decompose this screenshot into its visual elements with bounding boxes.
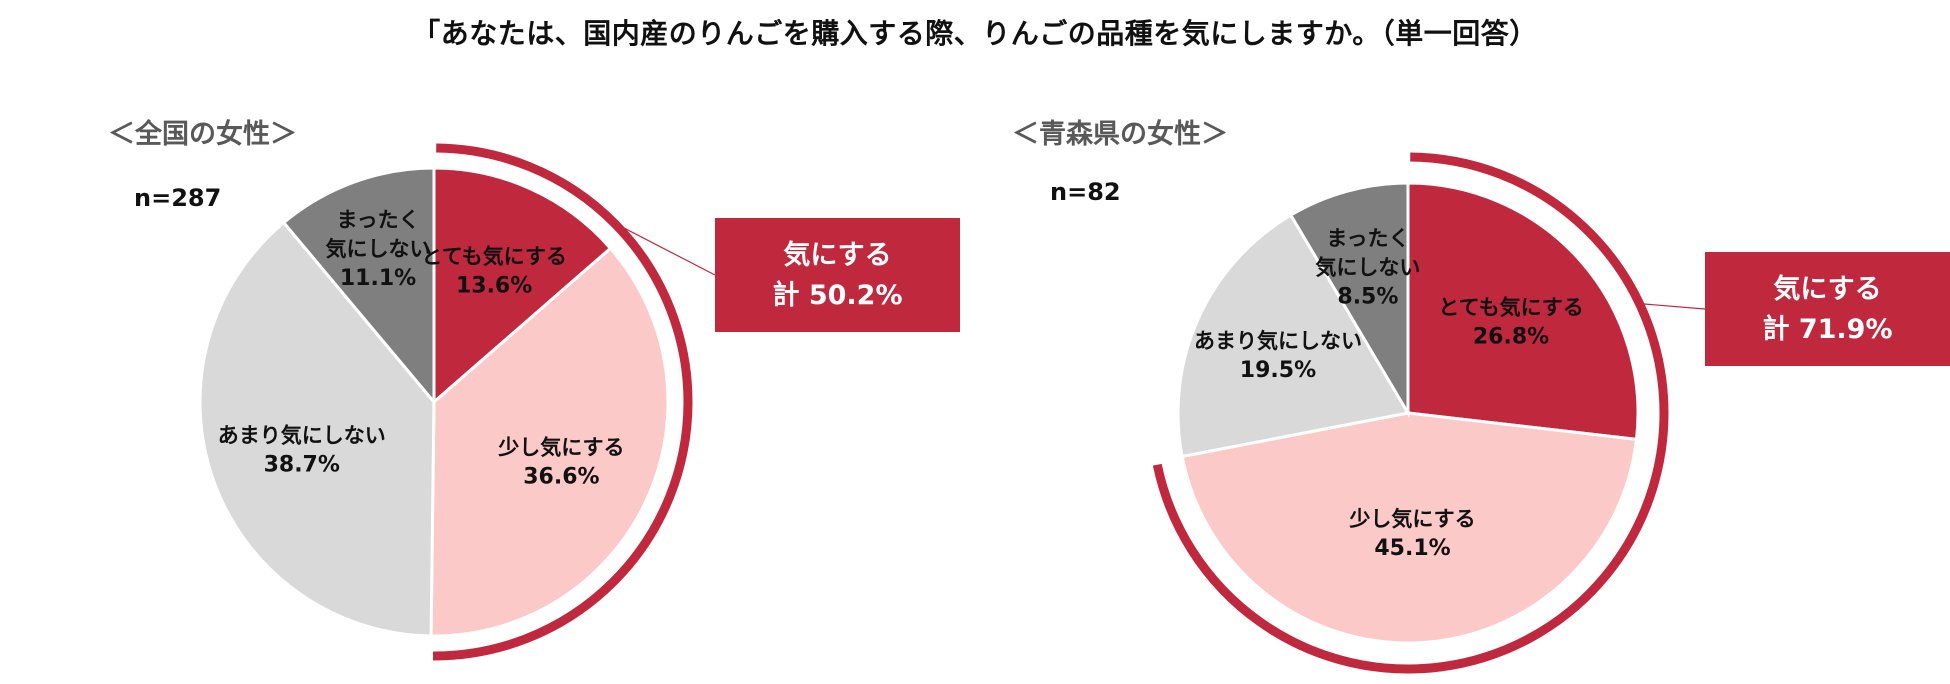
slice-label-1-none: まったく xyxy=(1326,227,1409,251)
slice-label-1-strong: とても気にする xyxy=(1438,296,1584,320)
callout-label-1: 気にする xyxy=(1773,273,1881,305)
slice-value-label-1-strong: 26.8% xyxy=(1473,325,1549,350)
callout-total-1: 計 71.9% xyxy=(1762,313,1892,345)
slice-label-0-strong: とても気にする xyxy=(421,244,567,268)
pie-slice-1-little xyxy=(1176,213,1411,459)
pie-slice-1-slight xyxy=(1180,411,1639,645)
pie-slice-1-none xyxy=(1288,181,1410,419)
pie-slice-0-slight xyxy=(429,246,670,638)
callout-label-0: 気にする xyxy=(783,239,891,271)
callout-leader-0 xyxy=(613,222,716,276)
figure-title: 「あなたは、国内産のりんごを購入する際、りんごの品種を気にしますか。（単一回答） xyxy=(412,17,1538,50)
sample-size-national: n=287 xyxy=(134,184,222,212)
pie-slice-0-little xyxy=(198,220,436,638)
slice-label-1-little: あまり気にしない xyxy=(1194,329,1362,353)
panel-title-national: ＜全国の女性＞ xyxy=(108,119,297,150)
slice-label-0-little: あまり気にしない xyxy=(218,424,386,448)
slice-value-label-0-slight: 36.6% xyxy=(523,464,599,489)
slice-value-label-0-little: 38.7% xyxy=(264,453,340,478)
slice-value-label-0-strong: 13.6% xyxy=(456,273,532,298)
callout-total-0: 計 50.2% xyxy=(772,279,902,311)
slice-label-1-slight: 少し気にする xyxy=(1348,507,1475,531)
care-total-arc-0 xyxy=(433,143,693,661)
pie-slice-1-strong xyxy=(1406,181,1640,442)
sample-size-aomori: n=82 xyxy=(1050,178,1121,206)
slice-value-label-1-none: 8.5% xyxy=(1337,285,1398,310)
slice-value-label-0-none: 11.1% xyxy=(340,266,416,291)
slice-label-0-slight: 少し気にする xyxy=(497,435,624,459)
pie-slice-0-strong xyxy=(432,166,613,406)
panel-title-aomori: ＜青森県の女性＞ xyxy=(1012,119,1228,150)
callout-box-1 xyxy=(1705,252,1950,366)
care-total-arc-1 xyxy=(1152,152,1669,674)
callout-box-0 xyxy=(715,218,960,332)
slice-value-label-1-little: 19.5% xyxy=(1240,358,1316,383)
slice-label-0-none: 気にしない xyxy=(326,237,431,261)
pie-slice-0-none xyxy=(281,166,436,407)
slice-label-1-none: 気にしない xyxy=(1315,256,1420,280)
slice-label-0-none: まったく xyxy=(336,208,419,232)
callout-leader-1 xyxy=(1639,303,1706,310)
slice-value-label-1-slight: 45.1% xyxy=(1374,536,1450,561)
